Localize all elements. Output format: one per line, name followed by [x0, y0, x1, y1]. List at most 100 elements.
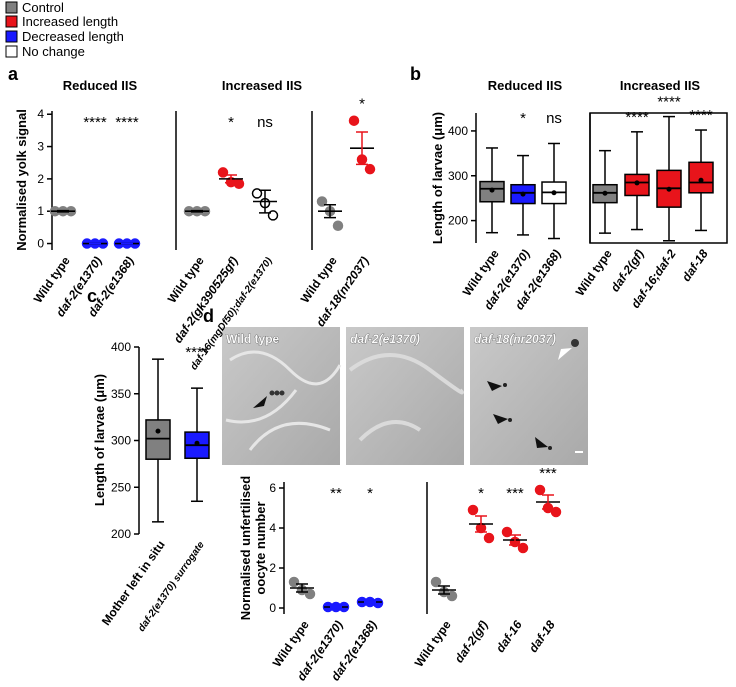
y-tick-label: 3 — [37, 140, 44, 154]
data-point — [304, 588, 316, 600]
chart-title: Increased IIS — [222, 78, 303, 93]
error-bar — [438, 585, 450, 595]
significance: * — [478, 485, 484, 502]
error-bar — [296, 583, 308, 593]
oocyte — [571, 339, 579, 347]
data-point — [534, 484, 546, 496]
y-tick-label: 300 — [111, 434, 131, 448]
legend-swatch — [5, 45, 18, 58]
error-bar — [57, 209, 69, 213]
significance: **** — [625, 109, 649, 126]
significance: **** — [115, 114, 139, 131]
arrowhead — [487, 381, 502, 391]
data-point — [364, 163, 376, 175]
y-tick-label: 350 — [111, 387, 131, 401]
legend-label: Control — [22, 0, 64, 15]
y-tick-label: 400 — [111, 340, 131, 354]
x-tick-label: daf-16 — [493, 618, 525, 655]
significance: **** — [185, 344, 209, 361]
mean-dot — [551, 190, 557, 196]
error-bar — [542, 494, 554, 510]
x-tick-label: daf-18 — [679, 247, 711, 284]
mean-dot — [698, 177, 704, 183]
y-axis-label: Length of larvae (μm) — [430, 112, 445, 244]
data-point — [483, 532, 495, 544]
chart-title: Reduced IIS — [63, 78, 138, 93]
chart-title: Increased IIS — [620, 78, 701, 93]
legend: Control Increased length Decreased lengt… — [5, 0, 124, 59]
texture — [225, 350, 342, 451]
x-tick-label: Wild type — [573, 247, 615, 299]
significance: ns — [546, 110, 562, 127]
y-tick-label: 6 — [269, 481, 276, 495]
data-point — [288, 576, 300, 588]
box — [145, 419, 171, 460]
y-tick-label: 200 — [448, 214, 468, 228]
oocyte — [269, 390, 275, 396]
y-axis-label: Normalised yolk signal — [14, 109, 29, 251]
error-bar — [191, 209, 203, 213]
significance: *** — [539, 465, 557, 482]
significance: **** — [657, 94, 681, 111]
micrograph — [346, 327, 464, 465]
legend-swatch — [5, 15, 18, 28]
error-bar — [356, 131, 368, 166]
legend-swatch — [5, 30, 18, 43]
oocyte — [508, 418, 512, 422]
oocyte — [548, 446, 552, 450]
arrowhead — [253, 396, 267, 408]
y-tick-label: 4 — [37, 107, 44, 121]
oocyte — [274, 390, 280, 396]
micrograph-label: Wild type — [226, 332, 280, 346]
box — [688, 161, 714, 194]
y-tick-label: 0 — [37, 237, 44, 251]
mean-dot — [634, 180, 640, 186]
micrograph-label: daf-18(nr2037) — [474, 332, 556, 346]
legend-label: Increased length — [22, 14, 118, 29]
mean-dot — [155, 428, 161, 434]
mean-dot — [520, 191, 526, 197]
mean-dot — [194, 440, 200, 446]
significance: * — [359, 96, 365, 113]
arrowhead — [535, 437, 548, 448]
mean-dot — [489, 187, 495, 193]
y-tick-label: 4 — [269, 521, 276, 535]
data-point — [348, 115, 360, 126]
panel-label: c — [87, 286, 97, 306]
significance: * — [520, 110, 526, 127]
chart-title: Reduced IIS — [488, 78, 563, 93]
data-point — [467, 504, 479, 516]
error-bar — [364, 600, 376, 604]
error-bar — [509, 534, 521, 546]
oocyte — [279, 390, 285, 396]
significance: ns — [257, 114, 273, 131]
micrographs: Wild type daf-2(e1370) daf-18(nr2037) — [222, 327, 588, 465]
scale-bar — [575, 451, 583, 453]
data-point — [332, 220, 344, 232]
panel-label: d — [203, 306, 214, 326]
mean-dot — [666, 186, 672, 192]
error-bar — [324, 203, 336, 219]
error-bar — [225, 174, 237, 184]
legend-label: Decreased length — [22, 29, 124, 44]
chart: b Reduced IIS Length of larvae (μm) 200 300 4… — [410, 64, 567, 312]
x-tick-label: daf-18 — [526, 618, 558, 655]
data-point — [430, 576, 442, 588]
y-tick-label: 250 — [111, 480, 131, 494]
arrowhead — [493, 414, 508, 424]
texture — [348, 353, 464, 442]
y-tick-label: 0 — [269, 601, 276, 615]
error-bar — [259, 189, 271, 214]
panel-label: a — [8, 64, 19, 84]
y-tick-label: 2 — [37, 172, 44, 186]
micrograph — [222, 327, 340, 465]
legend-label: No change — [22, 44, 85, 59]
y-axis-label: oocyte number — [253, 501, 268, 594]
y-tick-label: 2 — [269, 561, 276, 575]
significance: **** — [689, 107, 713, 124]
y-tick-label: 300 — [448, 169, 468, 183]
